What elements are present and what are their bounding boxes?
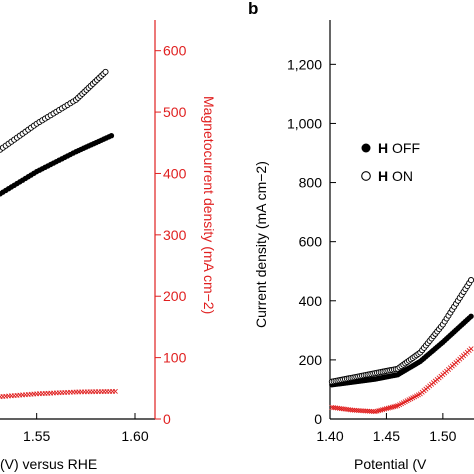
- panel-a-point: [108, 133, 115, 139]
- panel-b-y-tick-label: 0: [314, 411, 322, 427]
- panel-a-y2-tick-label: 400: [163, 165, 187, 181]
- panel-b-series-1: [328, 277, 474, 385]
- panel-a: 1.55 1.60 0 100 200 300 400 500 600 (V) versus …: [0, 20, 217, 472]
- panel-b-y-tick-label: 400: [299, 293, 323, 309]
- panel-a-series-2: [0, 388, 118, 400]
- panel-b-series-0: [329, 313, 474, 388]
- panel-a-x-tick-label: 1.55: [23, 428, 50, 444]
- panel-a-y2-ticks: 0 100 200 300 400 500 600: [155, 43, 187, 427]
- panel-a-y2-tick-label: 600: [163, 43, 187, 59]
- panel-a-series-1: [0, 133, 115, 197]
- panel-b-y-tick-label: 800: [299, 175, 323, 191]
- panel-b-point: [468, 277, 474, 284]
- legend-label: H OFF: [378, 140, 420, 156]
- panel-b-point: [468, 313, 474, 319]
- panel-b: b 0 200 400 600 800 1,000 1,200 1.40 1.45 1.50 C…: [248, 0, 474, 472]
- panel-a-y2-tick-label: 0: [163, 411, 171, 427]
- panel-a-series-0: [0, 68, 109, 153]
- panel-b-label: b: [248, 0, 258, 18]
- panel-b-y-tick-label: 1,000: [287, 115, 322, 131]
- panel-a-y2-tick-label: 300: [163, 227, 187, 243]
- panel-b-y-tick-label: 200: [299, 352, 323, 368]
- panel-a-x-tick-label: 1.60: [121, 428, 148, 444]
- legend-filled-circle-icon: [361, 143, 371, 153]
- panel-b-legend: H OFF H ON: [361, 140, 420, 184]
- legend-open-circle-icon: [361, 171, 371, 181]
- panel-a-y2-tick-label: 500: [163, 104, 187, 120]
- panel-b-x-tick-label: 1.45: [373, 428, 400, 444]
- panel-b-x-ticks: 1.40 1.45 1.50: [316, 413, 457, 444]
- legend-label: H ON: [378, 168, 413, 184]
- panel-b-x-tick-label: 1.50: [429, 428, 456, 444]
- panel-a-point: [102, 68, 109, 75]
- panel-b-series-2: [329, 346, 474, 415]
- legend-item: H ON: [361, 168, 413, 184]
- panel-b-series: [328, 277, 474, 415]
- panel-a-x-ticks: 1.55 1.60: [23, 413, 149, 444]
- panel-a-x-axis-label: (V) versus RHE: [0, 456, 97, 472]
- panel-b-y-tick-label: 1,200: [287, 56, 322, 72]
- legend-item: H OFF: [361, 140, 420, 156]
- panel-a-y2-tick-label: 200: [163, 288, 187, 304]
- panel-a-series: [0, 68, 118, 400]
- panel-b-x-tick-label: 1.40: [316, 428, 343, 444]
- panel-b-y-axis-label: Current density (mA cm−2): [253, 161, 269, 328]
- panel-b-y-ticks: 0 200 400 600 800 1,000 1,200: [287, 56, 336, 427]
- panel-b-y-tick-label: 600: [299, 234, 323, 250]
- panel-a-right-axis-label: Magnetocurrent density (mA cm−2): [201, 96, 217, 314]
- panel-b-point: [468, 346, 474, 352]
- panel-a-y2-tick-label: 100: [163, 350, 187, 366]
- panel-a-point: [112, 388, 118, 394]
- panel-b-x-axis-label: Potential (V: [354, 456, 427, 472]
